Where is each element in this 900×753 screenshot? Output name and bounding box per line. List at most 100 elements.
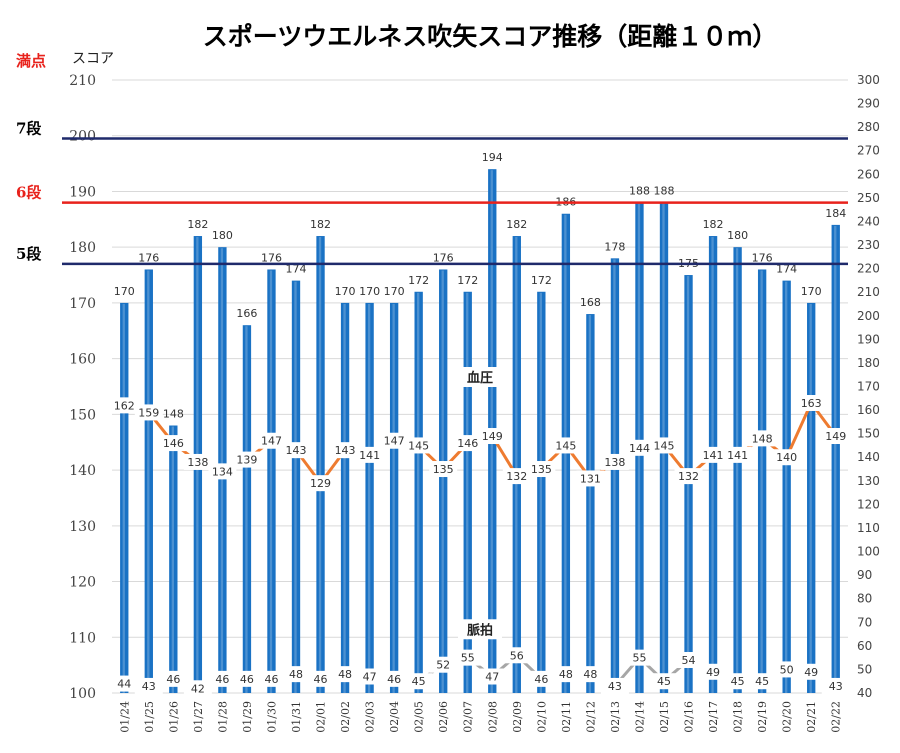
y2-tick-label: 280 [857, 120, 880, 134]
line-value-label: 145 [408, 439, 429, 452]
x-tick-label: 02/06 [437, 701, 450, 733]
bar [807, 302, 816, 693]
x-tick-label: 01/24 [118, 701, 131, 733]
y2-tick-label: 110 [857, 521, 880, 535]
bar [316, 236, 325, 693]
line-value-label: 48 [289, 668, 303, 681]
bar-highlight [466, 292, 469, 693]
bar-value-label: 166 [236, 307, 257, 320]
bar-value-label: 176 [138, 251, 159, 264]
line-label-bg [502, 647, 531, 664]
x-tick-label: 02/08 [486, 701, 499, 733]
line-value-label: 134 [212, 465, 233, 478]
x-tick-label: 02/04 [388, 701, 401, 733]
line-label-bg [551, 666, 580, 683]
x-tick-label: 01/25 [143, 701, 156, 733]
line-value-label: 144 [629, 442, 650, 455]
line-label-bg [772, 449, 801, 466]
y-tick-label: 100 [69, 686, 96, 702]
y-tick-label: 160 [69, 352, 96, 368]
series-name-label: 血圧 [467, 370, 493, 386]
bar [120, 302, 129, 693]
bar-value-label: 182 [703, 218, 724, 231]
line-label-bg [551, 437, 580, 454]
x-tick-label: 02/12 [584, 701, 597, 733]
line-value-label: 55 [461, 652, 475, 665]
line-value-label: 163 [801, 397, 822, 410]
bar-highlight [834, 225, 837, 693]
y2-tick-label: 40 [857, 686, 872, 700]
line-value-label: 143 [335, 444, 356, 457]
line-label-bg [699, 663, 728, 680]
y2-tick-label: 230 [857, 238, 880, 252]
line-value-label: 47 [363, 670, 377, 683]
line-label-bg [600, 677, 629, 694]
line-label-bg [110, 675, 139, 692]
x-tick-label: 02/10 [535, 701, 548, 733]
line-value-label: 141 [727, 449, 748, 462]
line-value-label: 145 [654, 439, 675, 452]
line-label-bg [527, 461, 556, 478]
y-tick-label: 110 [69, 630, 96, 646]
bar-value-label: 188 [654, 185, 675, 198]
line-value-label: 43 [829, 680, 843, 693]
line-value-label: 143 [286, 444, 307, 457]
bar-highlight [686, 276, 690, 693]
reference-line-label: 5段 [16, 245, 41, 263]
line-value-label: 46 [166, 673, 180, 686]
line-value-label: 138 [187, 456, 208, 469]
bar-value-label: 176 [261, 251, 282, 264]
line-value-label: 47 [485, 670, 499, 683]
line-value-label: 45 [755, 675, 769, 688]
y2-tick-label: 200 [857, 309, 880, 323]
x-tick-label: 01/27 [192, 701, 205, 733]
line-value-label: 56 [510, 649, 524, 662]
line-value-label: 146 [457, 437, 478, 450]
bar [757, 269, 767, 693]
line-label-bg [576, 470, 605, 487]
bar-value-label: 180 [727, 229, 748, 242]
line-label-bg [380, 432, 409, 449]
y2-tick-label: 260 [857, 167, 880, 181]
line-value-label: 131 [580, 472, 601, 485]
line-value-label: 48 [559, 668, 573, 681]
line-value-label: 147 [261, 435, 282, 448]
x-tick-label: 02/18 [732, 701, 745, 733]
y-tick-label: 180 [69, 240, 96, 256]
line-label-bg [674, 651, 703, 668]
bar-value-label: 182 [506, 218, 527, 231]
line-label-bg [232, 670, 261, 687]
bar-value-label: 176 [433, 251, 454, 264]
line-label-bg [625, 439, 654, 456]
y2-tick-label: 60 [857, 639, 872, 653]
bar-value-label: 172 [457, 274, 478, 287]
y-axis-label: スコア [72, 51, 114, 67]
line-value-label: 49 [706, 666, 720, 679]
y2-tick-label: 300 [857, 73, 880, 87]
bar [389, 302, 399, 693]
y2-tick-label: 150 [857, 427, 880, 441]
line-value-label: 48 [583, 668, 597, 681]
line-value-label: 42 [191, 682, 205, 695]
line-label-bg [183, 680, 212, 697]
x-tick-label: 02/09 [511, 701, 524, 733]
bar-highlight [318, 237, 322, 693]
line-label-bg [355, 668, 384, 685]
reference-line-label: 6段 [16, 184, 41, 202]
bar-value-label: 188 [629, 185, 650, 198]
line-label-bg [208, 463, 237, 480]
y2-tick-label: 220 [857, 262, 880, 276]
line-label-bg [282, 442, 310, 459]
line-value-label: 50 [780, 663, 794, 676]
y2-tick-label: 270 [857, 144, 880, 158]
bar-highlight [245, 326, 248, 693]
bar [537, 291, 546, 693]
line-label-bg [159, 670, 188, 687]
x-tick-label: 02/03 [364, 701, 377, 733]
y2-tick-label: 70 [857, 615, 872, 629]
line-value-label: 162 [114, 399, 135, 412]
bar [831, 224, 840, 693]
x-tick-label: 01/31 [290, 701, 303, 733]
bar-value-label: 170 [384, 285, 405, 298]
